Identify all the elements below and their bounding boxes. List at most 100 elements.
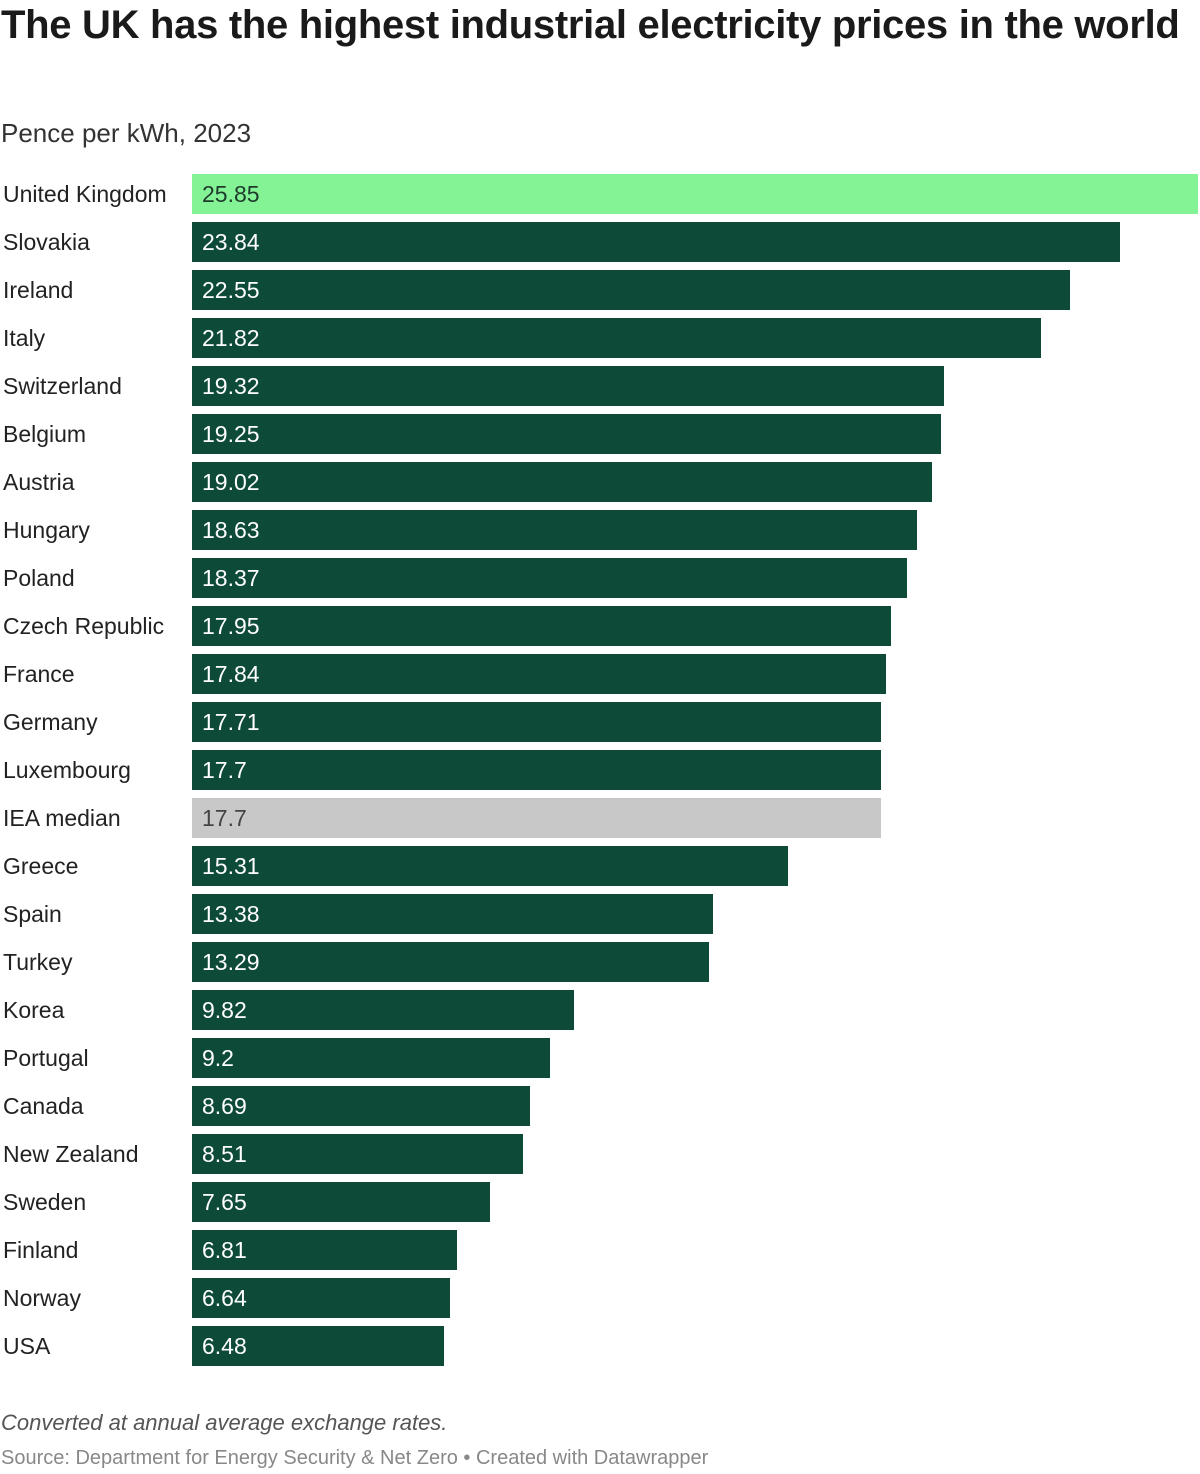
bar-row: Hungary 18.63 [0, 510, 1200, 550]
bar-row: Austria 19.02 [0, 462, 1200, 502]
chart-subtitle: Pence per kWh, 2023 [1, 118, 252, 148]
value-label: 19.02 [202, 469, 260, 495]
value-label: 15.31 [202, 853, 260, 879]
category-label: Portugal [3, 1045, 89, 1071]
bar [192, 654, 887, 694]
value-label: 25.85 [202, 181, 260, 207]
bar [192, 798, 881, 838]
category-label: Slovakia [3, 229, 90, 255]
value-label: 21.82 [202, 325, 260, 351]
bar-row: Portugal 9.2 [0, 1038, 1200, 1078]
bar [192, 462, 933, 502]
bar-row: Italy 21.82 [0, 318, 1200, 358]
category-label: Korea [3, 997, 65, 1023]
category-label: Italy [3, 325, 46, 351]
category-label: Switzerland [3, 373, 122, 399]
bar-row: Switzerland 19.32 [0, 366, 1200, 406]
bar [192, 510, 918, 550]
bar-row: Norway 6.64 [0, 1278, 1200, 1318]
bar-row: Germany 17.71 [0, 702, 1200, 742]
value-label: 8.51 [202, 1141, 247, 1167]
bar [192, 1182, 490, 1222]
value-label: 6.48 [202, 1333, 247, 1359]
category-label: Spain [3, 901, 62, 927]
bar [192, 558, 907, 598]
value-label: 17.84 [202, 661, 260, 687]
bar [192, 750, 881, 790]
bar-row: Finland 6.81 [0, 1230, 1200, 1270]
bar-row: Canada 8.69 [0, 1086, 1200, 1126]
bar-row: Poland 18.37 [0, 558, 1200, 598]
bar-chart: United Kingdom 25.85 Slovakia 23.84 Ireland 2… [0, 174, 1200, 1366]
category-label: Poland [3, 565, 75, 591]
category-label: Finland [3, 1237, 79, 1263]
bar [192, 1230, 458, 1270]
bar [192, 1134, 524, 1174]
value-label: 6.81 [202, 1237, 247, 1263]
category-label: Turkey [3, 949, 73, 975]
value-label: 9.82 [202, 997, 247, 1023]
category-label: United Kingdom [3, 181, 167, 207]
category-label: Luxembourg [3, 757, 131, 783]
value-label: 23.84 [202, 229, 260, 255]
value-label: 13.38 [202, 901, 260, 927]
bar-row: New Zealand 8.51 [0, 1134, 1200, 1174]
category-label: Belgium [3, 421, 87, 447]
category-label: IEA median [3, 805, 121, 831]
bar-row: Luxembourg 17.7 [0, 750, 1200, 790]
bar-row: Slovakia 23.84 [0, 222, 1200, 262]
bar [192, 894, 713, 934]
value-label: 13.29 [202, 949, 260, 975]
bar [192, 1086, 531, 1126]
category-label: Norway [3, 1285, 81, 1311]
bar [192, 846, 788, 886]
category-label: Greece [3, 853, 79, 879]
value-label: 17.7 [202, 757, 247, 783]
value-label: 17.95 [202, 613, 260, 639]
category-label: Austria [3, 469, 75, 495]
bar-row: Spain 13.38 [0, 894, 1200, 934]
bar-row: Czech Republic 17.95 [0, 606, 1200, 646]
category-label: Canada [3, 1093, 84, 1119]
value-label: 7.65 [202, 1189, 247, 1215]
chart-source: Source: Department for Energy Security &… [1, 1447, 709, 1469]
value-label: 19.25 [202, 421, 260, 447]
bar [192, 606, 891, 646]
bar [192, 222, 1120, 262]
bar [192, 318, 1042, 358]
category-label: Ireland [3, 277, 74, 303]
category-label: New Zealand [3, 1141, 139, 1167]
value-label: 19.32 [202, 373, 260, 399]
value-label: 22.55 [202, 277, 260, 303]
category-label: Czech Republic [3, 613, 165, 639]
bar [192, 1038, 551, 1078]
bar-row: Korea 9.82 [0, 990, 1200, 1030]
bar-row: Greece 15.31 [0, 846, 1200, 886]
bar [192, 270, 1070, 310]
category-label: Germany [3, 709, 98, 735]
bar-row: Sweden 7.65 [0, 1182, 1200, 1222]
bar-row: Ireland 22.55 [0, 270, 1200, 310]
category-label: France [3, 661, 75, 687]
bar [192, 702, 882, 742]
bar-row: USA 6.48 [0, 1326, 1200, 1366]
value-label: 17.7 [202, 805, 247, 831]
category-label: Sweden [3, 1189, 87, 1215]
value-label: 8.69 [202, 1093, 247, 1119]
category-label: USA [3, 1333, 51, 1359]
bar-row: Belgium 19.25 [0, 414, 1200, 454]
bar-row: IEA median 17.7 [0, 798, 1200, 838]
value-label: 6.64 [202, 1285, 247, 1311]
value-label: 17.71 [202, 709, 260, 735]
bar-row: France 17.84 [0, 654, 1200, 694]
bar [192, 414, 942, 454]
bar-row: United Kingdom 25.85 [0, 174, 1200, 214]
bar-row: Turkey 13.29 [0, 942, 1200, 982]
bar [192, 1326, 445, 1366]
value-label: 18.37 [202, 565, 260, 591]
bar [192, 990, 575, 1030]
value-label: 18.63 [202, 517, 260, 543]
bar [192, 366, 944, 406]
bar [192, 174, 1198, 214]
bar [192, 1278, 451, 1318]
